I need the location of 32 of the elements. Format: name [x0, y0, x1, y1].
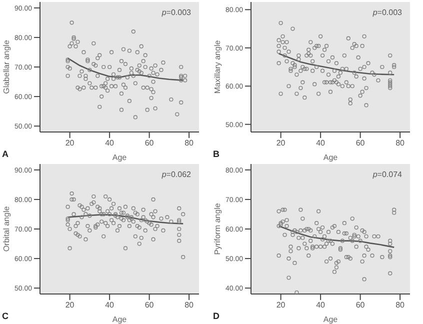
x-tick-label: 40: [316, 138, 326, 148]
x-axis-title: Age: [323, 153, 338, 162]
y-axis-title: Glabellar angle: [2, 40, 11, 94]
annotation: p=0.003: [162, 8, 191, 17]
y-axis-title: Maxillary angle: [212, 40, 222, 94]
y-axis-title: Orbital angle: [2, 206, 11, 252]
x-tick-label: 40: [316, 300, 326, 310]
x-tick-label: 60: [356, 300, 366, 310]
x-tick-label: 60: [356, 138, 366, 148]
annotation: p=0.074: [372, 170, 402, 179]
x-axis-title: Age: [112, 153, 128, 162]
x-tick-label: 80: [184, 300, 194, 310]
x-tick-label: 40: [105, 138, 115, 148]
annotation: p=0.062: [162, 170, 191, 179]
x-tick-label: 20: [276, 138, 286, 148]
annotation: p=0.003: [372, 8, 402, 17]
x-tick-label: 80: [396, 138, 406, 148]
x-tick-label: 60: [144, 300, 154, 310]
y-axis-title: Pyriform angle: [212, 202, 222, 255]
x-tick-label: 40: [105, 300, 115, 310]
x-tick-label: 60: [144, 138, 154, 148]
text: A: [2, 149, 8, 159]
x-tick-label: 80: [184, 138, 194, 148]
text: C: [2, 311, 8, 321]
x-axis-title: Age: [112, 315, 128, 324]
x-tick-label: 20: [65, 138, 75, 148]
x-tick-label: 80: [396, 300, 406, 310]
x-tick-label: 20: [276, 300, 286, 310]
text: D: [213, 311, 220, 321]
text: B: [213, 149, 220, 159]
x-tick-label: 20: [65, 300, 75, 310]
x-axis-title: Age: [323, 315, 338, 324]
